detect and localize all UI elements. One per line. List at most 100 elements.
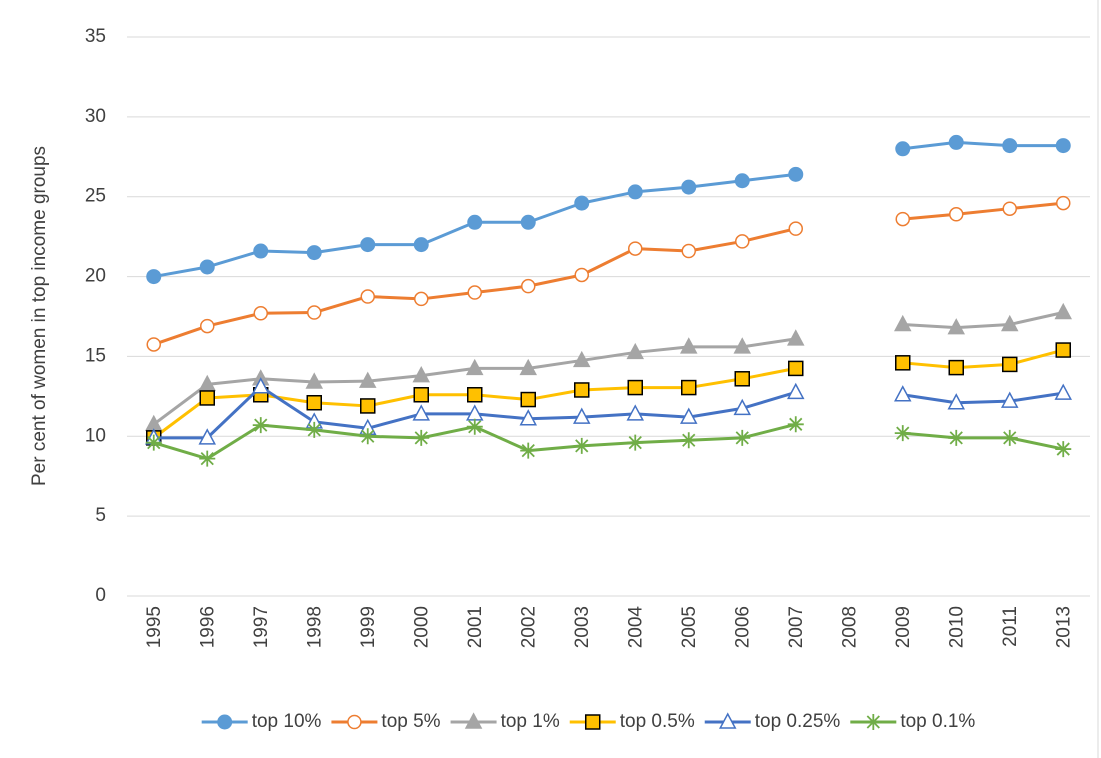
marker xyxy=(413,387,429,403)
x-tick-label: 2007 xyxy=(786,606,807,648)
x-tick-label: 2003 xyxy=(572,606,593,648)
marker xyxy=(307,305,322,320)
marker xyxy=(144,414,163,432)
x-tick-label: 2011 xyxy=(1000,606,1021,647)
series-line xyxy=(153,140,1064,279)
marker xyxy=(895,355,911,371)
marker xyxy=(948,359,964,376)
x-tick-label: 1999 xyxy=(358,606,379,648)
marker xyxy=(574,267,589,283)
legend-label: top 10% xyxy=(252,711,322,732)
marker xyxy=(413,429,430,446)
marker xyxy=(1055,441,1072,458)
marker xyxy=(584,714,601,730)
marker xyxy=(1054,383,1073,400)
marker xyxy=(412,366,431,383)
x-tick-label: 2005 xyxy=(679,606,700,648)
series-line xyxy=(153,422,1064,461)
marker xyxy=(787,416,804,433)
y-tick-label: 5 xyxy=(95,505,106,526)
y-tick-label: 30 xyxy=(85,106,106,127)
x-tick-label: 1996 xyxy=(197,606,218,648)
marker xyxy=(734,371,750,387)
marker xyxy=(1001,429,1018,446)
marker xyxy=(1000,391,1019,408)
marker xyxy=(146,269,162,285)
marker xyxy=(464,712,483,729)
marker xyxy=(894,425,911,442)
x-tick-label: 1997 xyxy=(251,606,272,648)
marker xyxy=(1055,138,1071,154)
marker xyxy=(520,442,537,459)
marker xyxy=(788,221,803,236)
marker xyxy=(681,243,696,259)
marker xyxy=(680,432,697,449)
marker xyxy=(252,417,269,434)
series-line xyxy=(153,385,1064,440)
marker xyxy=(574,382,590,398)
x-tick-label: 2000 xyxy=(411,606,432,648)
marker xyxy=(466,418,483,435)
marker xyxy=(895,141,911,157)
marker xyxy=(948,134,964,150)
y-tick-label: 35 xyxy=(85,26,106,47)
marker xyxy=(413,237,429,253)
marker xyxy=(893,385,912,402)
y-tick-label: 0 xyxy=(95,585,106,606)
marker xyxy=(1054,302,1073,320)
marker xyxy=(679,337,698,354)
marker xyxy=(251,377,270,394)
marker xyxy=(198,428,217,445)
marker xyxy=(253,243,269,259)
marker xyxy=(734,429,751,446)
marker xyxy=(893,314,912,332)
legend-item: top 0.5% xyxy=(569,711,695,732)
marker xyxy=(572,350,591,368)
legend-item: top 0.25% xyxy=(704,711,841,732)
marker xyxy=(467,285,482,300)
marker xyxy=(465,358,484,376)
marker xyxy=(733,398,752,416)
x-tick-label: 1995 xyxy=(144,606,165,648)
marker xyxy=(360,237,376,253)
marker xyxy=(146,337,161,352)
marker xyxy=(467,214,483,230)
marker xyxy=(1000,314,1019,332)
marker xyxy=(786,329,805,346)
marker xyxy=(1055,342,1071,358)
marker xyxy=(735,234,750,249)
marker xyxy=(305,372,324,389)
marker xyxy=(786,382,805,400)
marker xyxy=(519,409,538,426)
marker xyxy=(145,434,162,451)
x-tick-label: 1998 xyxy=(304,606,325,648)
legend-item: top 0.1% xyxy=(850,711,975,732)
marker xyxy=(199,390,215,406)
legend-label: top 0.5% xyxy=(620,711,695,732)
marker xyxy=(306,245,322,261)
marker xyxy=(360,289,375,304)
legend-item: top 1% xyxy=(450,711,560,732)
legend: top 10% top 5% top 1% top 0.5% top 0.25% top … xyxy=(201,711,975,732)
marker xyxy=(253,306,268,321)
marker xyxy=(200,318,215,334)
marker xyxy=(306,394,322,411)
marker xyxy=(573,437,590,454)
marker xyxy=(572,407,591,424)
marker xyxy=(412,404,431,421)
marker xyxy=(718,712,737,729)
marker xyxy=(681,379,697,396)
marker xyxy=(467,387,483,403)
marker xyxy=(947,393,966,410)
marker xyxy=(1002,356,1018,373)
marker xyxy=(306,421,323,438)
marker xyxy=(733,337,752,354)
x-tick-label: 2006 xyxy=(732,606,753,648)
marker xyxy=(1056,195,1071,211)
legend-label: top 0.25% xyxy=(755,711,841,732)
marker xyxy=(1002,201,1017,216)
x-tick-label: 2001 xyxy=(465,606,486,648)
marker xyxy=(360,398,376,414)
y-axis-label: Per cent of women in top income groups xyxy=(29,146,50,486)
legend-label: top 0.1% xyxy=(900,711,975,732)
